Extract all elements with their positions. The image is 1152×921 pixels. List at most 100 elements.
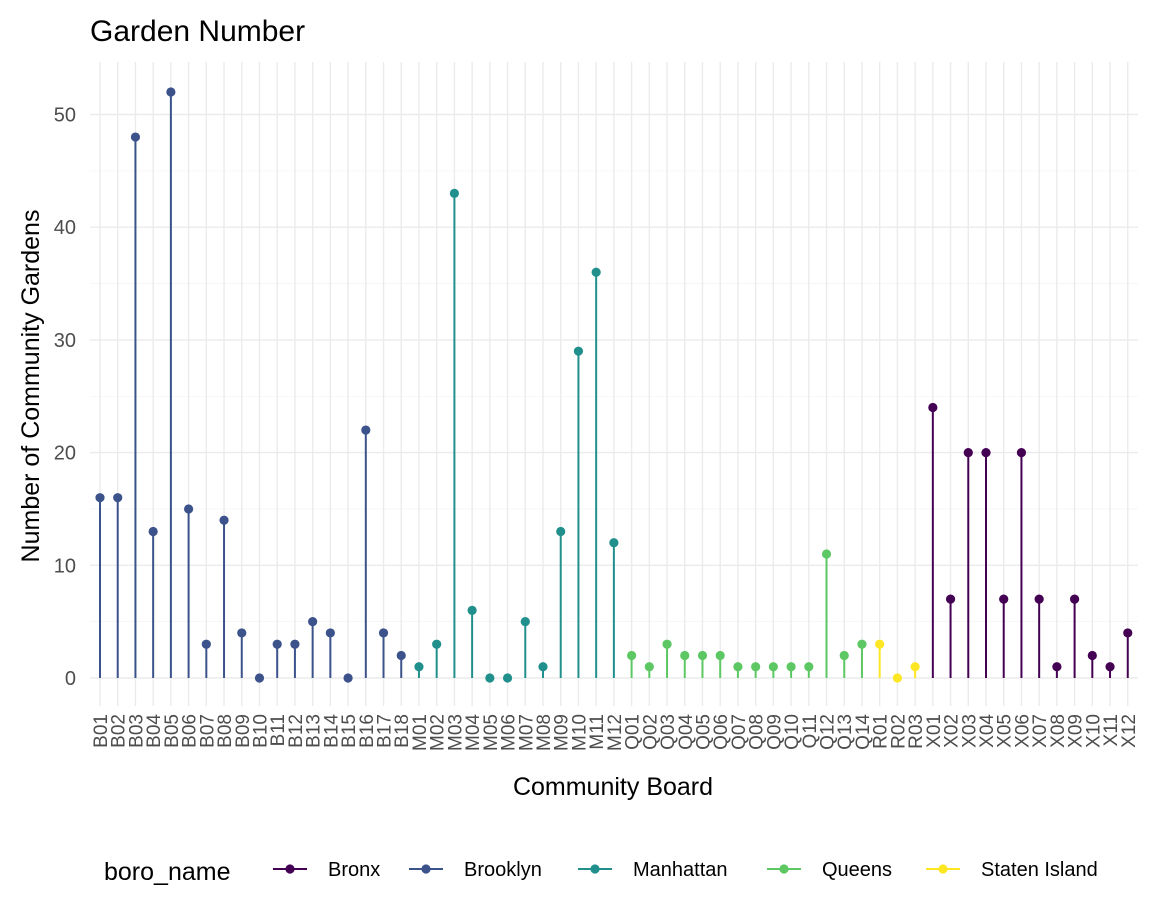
x-tick-label: M07 xyxy=(516,714,537,751)
legend-item: Manhattan xyxy=(578,859,728,881)
data-point xyxy=(910,662,920,672)
legend-key-point xyxy=(779,864,789,874)
x-axis-ticks: B01B02B03B04B05B06B07B08B09B10B11B12B13B… xyxy=(91,714,1140,751)
data-point xyxy=(963,448,973,458)
lollipop-stems xyxy=(99,91,1129,678)
x-tick-label: Q05 xyxy=(693,714,714,750)
data-point xyxy=(520,617,530,627)
legend-label: Queens xyxy=(822,859,892,881)
data-point xyxy=(715,650,725,661)
legend-item: Brooklyn xyxy=(409,859,542,881)
legend-key-point xyxy=(938,864,948,874)
data-point xyxy=(999,594,1009,604)
data-point xyxy=(538,662,548,672)
data-point xyxy=(254,673,265,683)
x-tick-label: Q04 xyxy=(676,714,697,750)
y-tick-label: 10 xyxy=(54,555,76,577)
legend-items: Bronx Brooklyn Manhattan Queens Staten Islan… xyxy=(273,859,1098,881)
data-point xyxy=(945,594,956,604)
legend-key-point xyxy=(590,864,600,874)
x-tick-label: B04 xyxy=(144,714,165,748)
legend-item: Queens xyxy=(767,859,892,881)
x-tick-label: X10 xyxy=(1083,714,1104,748)
x-tick-label: Q08 xyxy=(747,714,768,750)
x-tick-label: Q10 xyxy=(782,714,803,750)
x-tick-label: Q14 xyxy=(853,714,874,750)
data-point xyxy=(591,267,601,277)
data-point xyxy=(981,448,991,458)
data-point xyxy=(502,673,513,683)
x-tick-label: B11 xyxy=(268,714,289,746)
data-point xyxy=(875,639,885,649)
legend-item: Bronx xyxy=(273,859,380,881)
data-point xyxy=(1087,650,1097,661)
x-tick-label: R01 xyxy=(871,714,892,749)
data-point xyxy=(325,628,335,638)
y-tick-label: 20 xyxy=(54,443,76,465)
x-tick-label: X07 xyxy=(1030,714,1051,748)
x-axis-title: Community Board xyxy=(513,773,713,801)
legend-item: Staten Island xyxy=(926,859,1098,881)
x-tick-label: B10 xyxy=(250,714,271,748)
x-tick-label: Q03 xyxy=(658,714,679,750)
data-point xyxy=(627,650,637,661)
x-tick-label: M09 xyxy=(552,714,573,751)
x-tick-label: R03 xyxy=(906,714,927,749)
data-point xyxy=(609,538,619,548)
y-tick-label: 50 xyxy=(54,105,76,127)
x-tick-label: X05 xyxy=(995,714,1016,748)
data-point xyxy=(928,402,938,413)
x-tick-label: X11 xyxy=(1101,714,1122,746)
data-point xyxy=(166,87,176,97)
x-tick-label: B03 xyxy=(126,714,147,748)
data-point xyxy=(733,662,743,672)
x-tick-label: B06 xyxy=(180,714,201,748)
legend-title: boro_name xyxy=(104,858,230,886)
data-point xyxy=(414,662,424,672)
x-tick-label: R02 xyxy=(888,714,909,749)
data-point xyxy=(573,346,584,356)
x-tick-label: M08 xyxy=(534,714,555,751)
data-point xyxy=(485,673,495,683)
data-point xyxy=(148,526,158,537)
data-point xyxy=(237,628,247,638)
x-tick-label: B01 xyxy=(91,714,112,748)
x-tick-label: Q02 xyxy=(640,714,661,750)
data-point xyxy=(786,662,796,672)
data-point xyxy=(272,639,282,649)
legend-label: Bronx xyxy=(328,859,380,881)
x-tick-label: X03 xyxy=(959,714,980,748)
data-point xyxy=(113,493,123,503)
data-point xyxy=(768,662,778,672)
x-tick-label: M03 xyxy=(445,714,466,751)
y-tick-label: 40 xyxy=(54,217,76,239)
data-point xyxy=(1105,662,1115,672)
data-point xyxy=(378,628,389,638)
chart-title: Garden Number xyxy=(90,15,305,48)
data-point xyxy=(1034,594,1044,604)
data-point xyxy=(290,639,300,649)
data-point xyxy=(1123,628,1133,638)
x-tick-label: Q01 xyxy=(623,714,644,750)
data-point xyxy=(184,504,194,514)
x-tick-label: B02 xyxy=(109,714,130,748)
x-tick-label: B15 xyxy=(339,714,360,748)
x-tick-label: B12 xyxy=(286,714,307,748)
y-tick-label: 30 xyxy=(54,330,76,352)
x-tick-label: B17 xyxy=(375,714,396,748)
data-point xyxy=(892,673,903,683)
x-tick-label: B14 xyxy=(321,714,342,748)
data-point xyxy=(1070,594,1080,604)
data-point xyxy=(467,605,477,615)
x-tick-label: Q07 xyxy=(729,714,750,750)
data-point xyxy=(556,526,566,537)
data-point xyxy=(1052,662,1062,672)
x-tick-label: X08 xyxy=(1048,714,1069,748)
x-tick-label: X09 xyxy=(1066,714,1087,748)
x-tick-label: X02 xyxy=(942,714,963,748)
x-tick-label: M04 xyxy=(463,714,484,751)
data-point xyxy=(308,617,318,627)
data-point xyxy=(396,650,406,661)
data-point xyxy=(804,662,814,672)
